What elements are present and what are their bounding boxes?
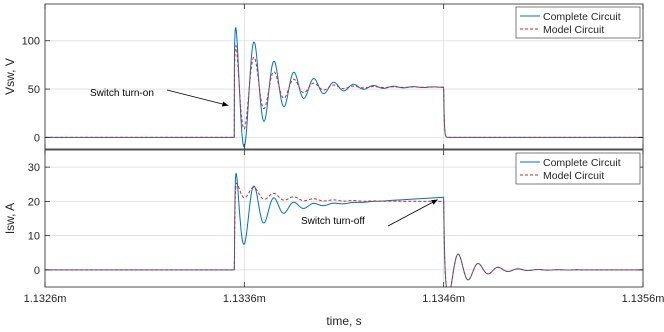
annotation-arrowhead <box>431 199 438 205</box>
axes-frame <box>44 3 644 150</box>
legend-label: Model Circuit <box>543 24 604 36</box>
current-plot: 0 10 20 30 1.1326m 1.1336m 1.1346m 1.1356m Isw, … <box>3 149 664 328</box>
x-tick-label: 1.1326m <box>24 293 67 305</box>
annotation-label: Switch turn-off <box>301 216 365 227</box>
annotation-arrow-line <box>166 89 229 106</box>
legend-label: Model Circuit <box>543 170 604 182</box>
y-tick-label: 50 <box>28 84 40 96</box>
legend-label: Complete Circuit <box>543 11 621 23</box>
legend-box <box>515 152 641 185</box>
annotation-label: Switch turn-on <box>90 88 154 99</box>
y-axis-label: Vsw, V <box>3 58 17 95</box>
y-tick-label: 0 <box>34 132 40 144</box>
legend-label: Complete Circuit <box>543 157 621 169</box>
y-tick-label: 0 <box>34 265 40 277</box>
y-tick-label: 100 <box>22 36 40 48</box>
annotation-arrow-line <box>387 199 438 227</box>
legend-box <box>515 6 641 39</box>
annotation-arrowhead <box>221 101 229 107</box>
axes-frame <box>44 149 644 288</box>
series-line-model-circuit <box>45 182 643 287</box>
y-tick-label: 20 <box>28 196 40 208</box>
series-line-model-circuit <box>45 45 643 138</box>
series-line-complete-circuit <box>45 172 643 287</box>
y-tick-label: 30 <box>28 162 40 174</box>
y-tick-label: 10 <box>28 231 40 243</box>
x-axis-label: time, s <box>326 314 361 328</box>
y-axis-label: Isw, A <box>3 203 17 234</box>
x-tick-label: 1.1346m <box>422 293 465 305</box>
series-line-complete-circuit <box>45 27 643 148</box>
x-tick-label: 1.1356m <box>622 293 664 305</box>
x-tick-label: 1.1336m <box>223 293 266 305</box>
